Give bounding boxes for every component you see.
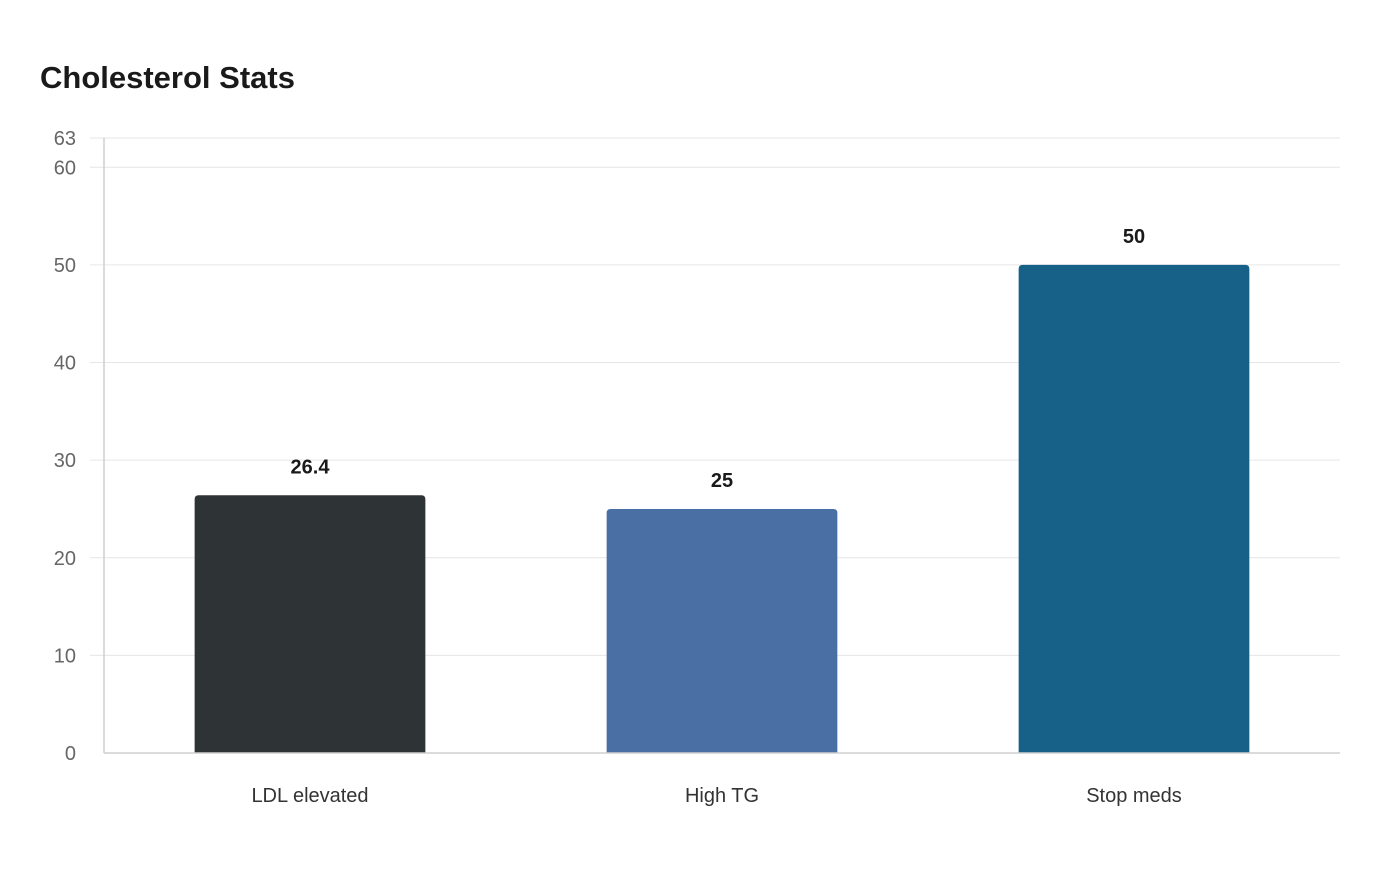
y-tick-label: 60	[54, 157, 76, 179]
bar	[1018, 264, 1250, 753]
y-tick-label: 10	[54, 645, 76, 667]
bar-value-label: 50	[1123, 226, 1145, 248]
x-axis-ticks: LDL elevated High TG Stop meds	[251, 785, 1181, 807]
y-tick-label: 30	[54, 450, 76, 472]
y-axis-ticks: 0 10 20 30 40 50 60 63	[54, 128, 76, 765]
x-tick-label: LDL elevated	[251, 785, 368, 807]
chart-title: Cholesterol Stats	[40, 60, 295, 95]
bar	[194, 495, 426, 753]
bar-value-label: 25	[711, 470, 733, 492]
y-tick-label: 40	[54, 353, 76, 375]
y-tick-label: 50	[54, 255, 76, 277]
y-tick-label: 0	[65, 743, 76, 765]
bars	[194, 264, 1250, 753]
x-tick-label: Stop meds	[1086, 785, 1182, 807]
bar-value-label: 26.4	[291, 456, 331, 478]
x-tick-label: High TG	[685, 785, 759, 807]
y-tick-label: 63	[54, 128, 76, 150]
data-labels: 26.4 25 50	[291, 226, 1146, 492]
bar	[606, 508, 838, 753]
y-tick-label: 20	[54, 548, 76, 570]
